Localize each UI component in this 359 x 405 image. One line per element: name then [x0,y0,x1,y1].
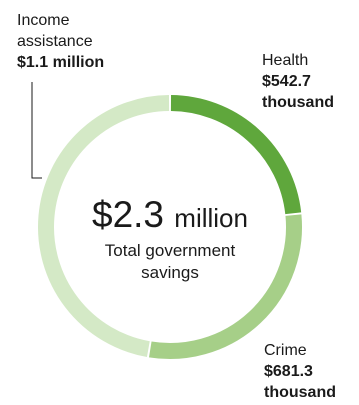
total-savings-value: $2.3 million [40,193,300,240]
crime-value-line-1: $681.3 [264,363,313,380]
slice-crime [149,214,302,359]
health-name: Health [262,52,309,69]
income-leader-line [31,82,42,179]
caption-line-1: Total government [104,241,236,260]
slices-group [38,95,302,359]
total-savings-caption: Total government savings [40,240,300,284]
total-amount: $2.3 [92,194,165,235]
crime-label: Crime $681.3 thousand [264,340,359,403]
health-value-line-1: $542.7 [262,73,311,90]
crime-name: Crime [264,342,307,359]
health-label: Health $542.7 thousand [262,50,357,113]
health-value-line-2: thousand [262,94,334,111]
total-unit: million [174,203,248,233]
caption-line-2: savings [141,263,199,282]
slice-health [170,95,302,215]
income-value: $1.1 million [17,54,105,71]
slice-income-assistance [38,95,170,357]
income-name-line-1: Income [17,12,70,29]
income-assistance-label: Income assistance $1.1 million [17,10,167,73]
crime-value-line-2: thousand [264,384,336,401]
income-name-line-2: assistance [17,33,93,50]
